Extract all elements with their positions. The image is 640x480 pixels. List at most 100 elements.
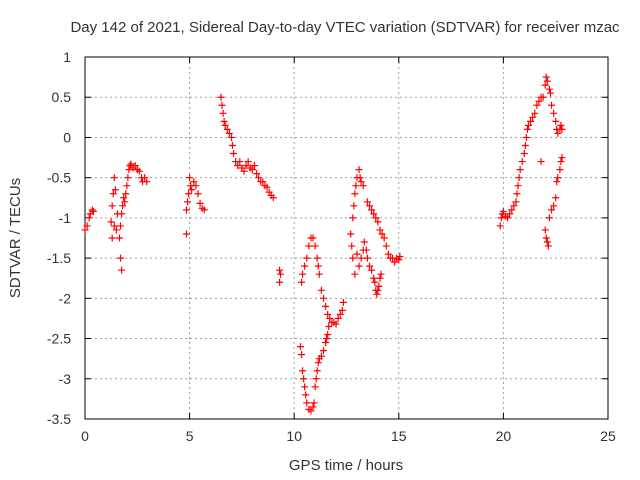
y-tick-label: -2.5 [47,331,71,347]
data-point-marker [301,262,309,270]
data-point-marker [109,190,117,198]
data-point-marker [545,214,553,222]
data-point-marker [513,190,521,198]
data-point-marker [317,286,325,294]
data-point-marker [303,254,311,262]
data-point-marker [88,206,96,214]
data-point-marker [81,226,89,234]
data-point-marker [236,158,244,166]
data-point-marker [310,399,318,407]
data-point-marker [248,166,256,174]
data-point-marker [125,166,133,174]
data-point-marker [355,262,363,270]
data-point-marker [548,206,556,214]
data-point-marker [377,270,385,278]
data-point-marker [496,222,504,230]
axis-ticks: 0 5 10 15 20 25 1 0.5 0 -0.5 -1 -1.5 -2 -2.5 -3 -3.5 [47,49,616,444]
data-point-marker [324,310,332,318]
data-point-marker [124,174,132,182]
data-point-marker [263,183,271,191]
data-point-marker [508,206,516,214]
data-point-marker [384,250,392,258]
data-point-marker [366,202,374,210]
data-point-marker [558,125,566,133]
data-point-marker [348,242,356,250]
data-point-marker [522,133,530,141]
data-point-marker [277,270,285,278]
data-point-marker [117,254,125,262]
data-point-marker [319,347,327,355]
data-point-marker [356,174,364,182]
data-point-marker [317,352,325,360]
data-point-marker [506,210,514,218]
data-point-marker [230,150,238,158]
data-point-marker [552,194,560,202]
data-point-marker [119,202,127,210]
data-point-marker [382,242,390,250]
data-point-marker [225,129,233,137]
data-point-marker [112,226,120,234]
data-point-marker [253,170,261,178]
data-point-marker [553,178,561,186]
y-tick-label: 0 [63,129,71,145]
data-point-marker [375,282,383,290]
data-point-marker [357,178,365,186]
data-point-marker [531,109,539,117]
data-point-marker [546,89,554,97]
data-point-marker [552,117,560,125]
data-point-marker [184,198,192,206]
data-point-marker [332,320,340,328]
data-point-marker [351,190,359,198]
data-point-marker [223,125,231,133]
data-point-marker [324,331,332,339]
data-point-marker [313,254,321,262]
data-points [81,73,566,415]
data-point-marker [370,210,378,218]
data-point-marker [360,238,368,246]
data-point-marker [312,375,320,383]
data-point-marker [228,141,236,149]
data-point-marker [120,194,128,202]
data-point-marker [374,218,382,226]
data-point-marker [539,93,547,101]
data-point-marker [376,226,384,234]
data-point-marker [362,246,370,254]
data-point-marker [325,322,333,330]
grid-lines [85,57,608,419]
data-point-marker [368,266,376,274]
data-point-marker [315,270,323,278]
data-point-marker [302,391,310,399]
data-point-marker [349,254,357,262]
data-point-marker [309,234,317,242]
y-tick-label: 1 [63,49,71,65]
data-point-marker [117,222,125,230]
x-tick-label: 0 [81,428,89,444]
data-point-marker [221,121,229,129]
data-point-marker [250,162,258,170]
y-tick-label: 0.5 [52,89,72,105]
x-tick-label: 25 [600,428,616,444]
data-point-marker [535,97,543,105]
data-point-marker [518,158,526,166]
data-point-marker [244,158,252,166]
data-point-marker [323,335,331,343]
data-point-marker [196,199,204,207]
data-point-marker [368,206,376,214]
y-axis-label: SDTVAR / TECUs [7,178,24,298]
data-point-marker [307,407,315,415]
data-point-marker [185,190,193,198]
data-point-marker [351,270,359,278]
data-point-marker [378,230,386,238]
data-point-marker [143,178,151,186]
data-point-marker [108,202,116,210]
data-point-marker [269,194,277,202]
data-point-marker [89,207,97,215]
data-point-marker [182,206,190,214]
data-point-marker [556,166,564,174]
data-point-marker [499,207,507,215]
data-point-marker [118,266,126,274]
data-point-marker [557,121,565,129]
data-point-marker [192,182,200,190]
data-point-marker [311,383,319,391]
data-point-marker [374,286,382,294]
